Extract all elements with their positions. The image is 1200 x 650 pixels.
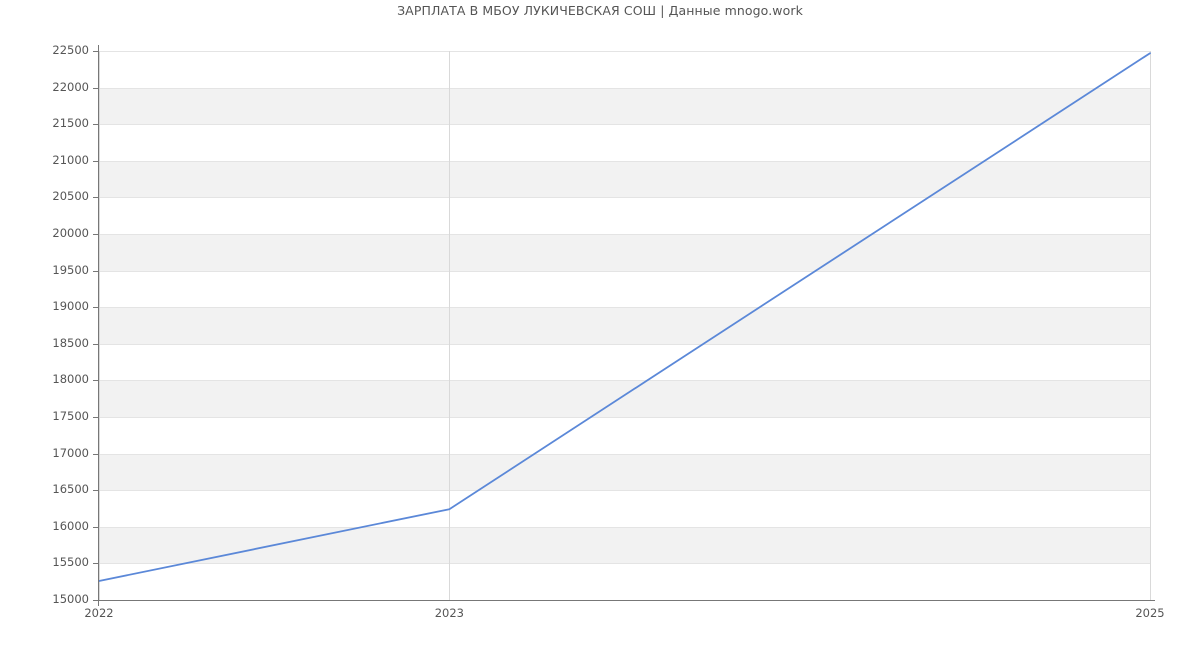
- series-line-layer: [98, 52, 1151, 582]
- y-axis-tick-label: 15500: [52, 555, 89, 570]
- gridline-horizontal: [99, 563, 1150, 564]
- plot-band: [99, 87, 1150, 125]
- y-axis-tick-label: 16500: [52, 482, 89, 497]
- plot-band: [99, 270, 1150, 308]
- y-axis-line: [98, 45, 99, 606]
- y-axis-tick-label: 17000: [52, 445, 89, 460]
- plot-band: [99, 51, 1150, 88]
- plot-band: [99, 234, 1150, 271]
- y-axis-tick-label: 20500: [52, 189, 89, 204]
- gridline-horizontal: [99, 124, 1150, 125]
- y-axis-tick-label: 20000: [52, 226, 89, 240]
- gridline-horizontal: [99, 234, 1150, 235]
- gridline-horizontal: [99, 51, 1150, 52]
- gridline-vertical: [1150, 51, 1151, 600]
- plot-band: [99, 563, 1150, 600]
- gridline-vertical: [449, 51, 450, 600]
- y-axis-tick-mark: [93, 197, 99, 198]
- y-axis-tick-mark: [93, 344, 99, 345]
- gridline-horizontal: [99, 88, 1150, 89]
- y-axis-tick-mark: [93, 600, 99, 601]
- y-axis-tick-label: 22500: [52, 43, 89, 57]
- y-axis-tick-label: 19500: [52, 262, 89, 277]
- gridline-horizontal: [99, 454, 1150, 455]
- gridline-horizontal: [99, 417, 1150, 418]
- chart-title: ЗАРПЛАТА В МБОУ ЛУКИЧЕВСКАЯ СОШ | Данные…: [397, 3, 803, 18]
- y-axis-tick-mark: [93, 527, 99, 528]
- y-axis-tick-label: 21500: [52, 116, 89, 131]
- y-axis-tick-mark: [93, 563, 99, 564]
- y-axis-tick-label: 22000: [52, 79, 89, 94]
- gridline-horizontal: [99, 344, 1150, 345]
- gridline-horizontal: [99, 197, 1150, 198]
- plot-band: [99, 307, 1150, 344]
- x-axis-tick-label: 2023: [434, 606, 464, 620]
- x-axis-line: [93, 600, 1155, 601]
- y-axis-tick-mark: [93, 88, 99, 89]
- gridline-horizontal: [99, 271, 1150, 272]
- plot-band: [99, 417, 1150, 454]
- series-line: [98, 52, 1151, 582]
- y-axis-tick-label: 18000: [52, 372, 89, 387]
- gridline-vertical: [99, 51, 100, 600]
- y-axis-tick-mark: [93, 454, 99, 455]
- y-axis-tick-mark: [93, 51, 99, 52]
- x-axis-tick-label: 2025: [1135, 606, 1165, 620]
- y-axis-tick-mark: [93, 271, 99, 272]
- gridline-horizontal: [99, 380, 1150, 381]
- y-axis-tick-label: 16000: [52, 518, 89, 533]
- y-axis-tick-mark: [93, 234, 99, 235]
- y-axis-tick-mark: [93, 161, 99, 162]
- gridline-horizontal: [99, 490, 1150, 491]
- gridline-horizontal: [99, 527, 1150, 528]
- x-axis-tick-label: 2022: [84, 606, 114, 620]
- y-axis-tick-mark: [93, 124, 99, 125]
- y-axis-tick-mark: [93, 417, 99, 418]
- y-axis-tick-label: 17500: [52, 409, 89, 423]
- y-axis-tick-mark: [93, 490, 99, 491]
- y-axis-tick-label: 15000: [52, 592, 89, 606]
- plot-band: [99, 490, 1150, 527]
- plot-band: [99, 197, 1150, 234]
- plot-area: [98, 51, 1151, 601]
- gridline-horizontal: [99, 307, 1150, 308]
- gridline-horizontal: [99, 161, 1150, 162]
- plot-band: [99, 453, 1150, 491]
- y-axis-tick-label: 21000: [52, 152, 89, 167]
- plot-band: [99, 124, 1150, 161]
- y-axis-tick-label: 19000: [52, 299, 89, 314]
- y-axis-tick-mark: [93, 380, 99, 381]
- y-axis-tick-mark: [93, 307, 99, 308]
- plot-band: [99, 380, 1150, 417]
- y-axis-tick-label: 18500: [52, 335, 89, 350]
- plot-band: [99, 343, 1150, 381]
